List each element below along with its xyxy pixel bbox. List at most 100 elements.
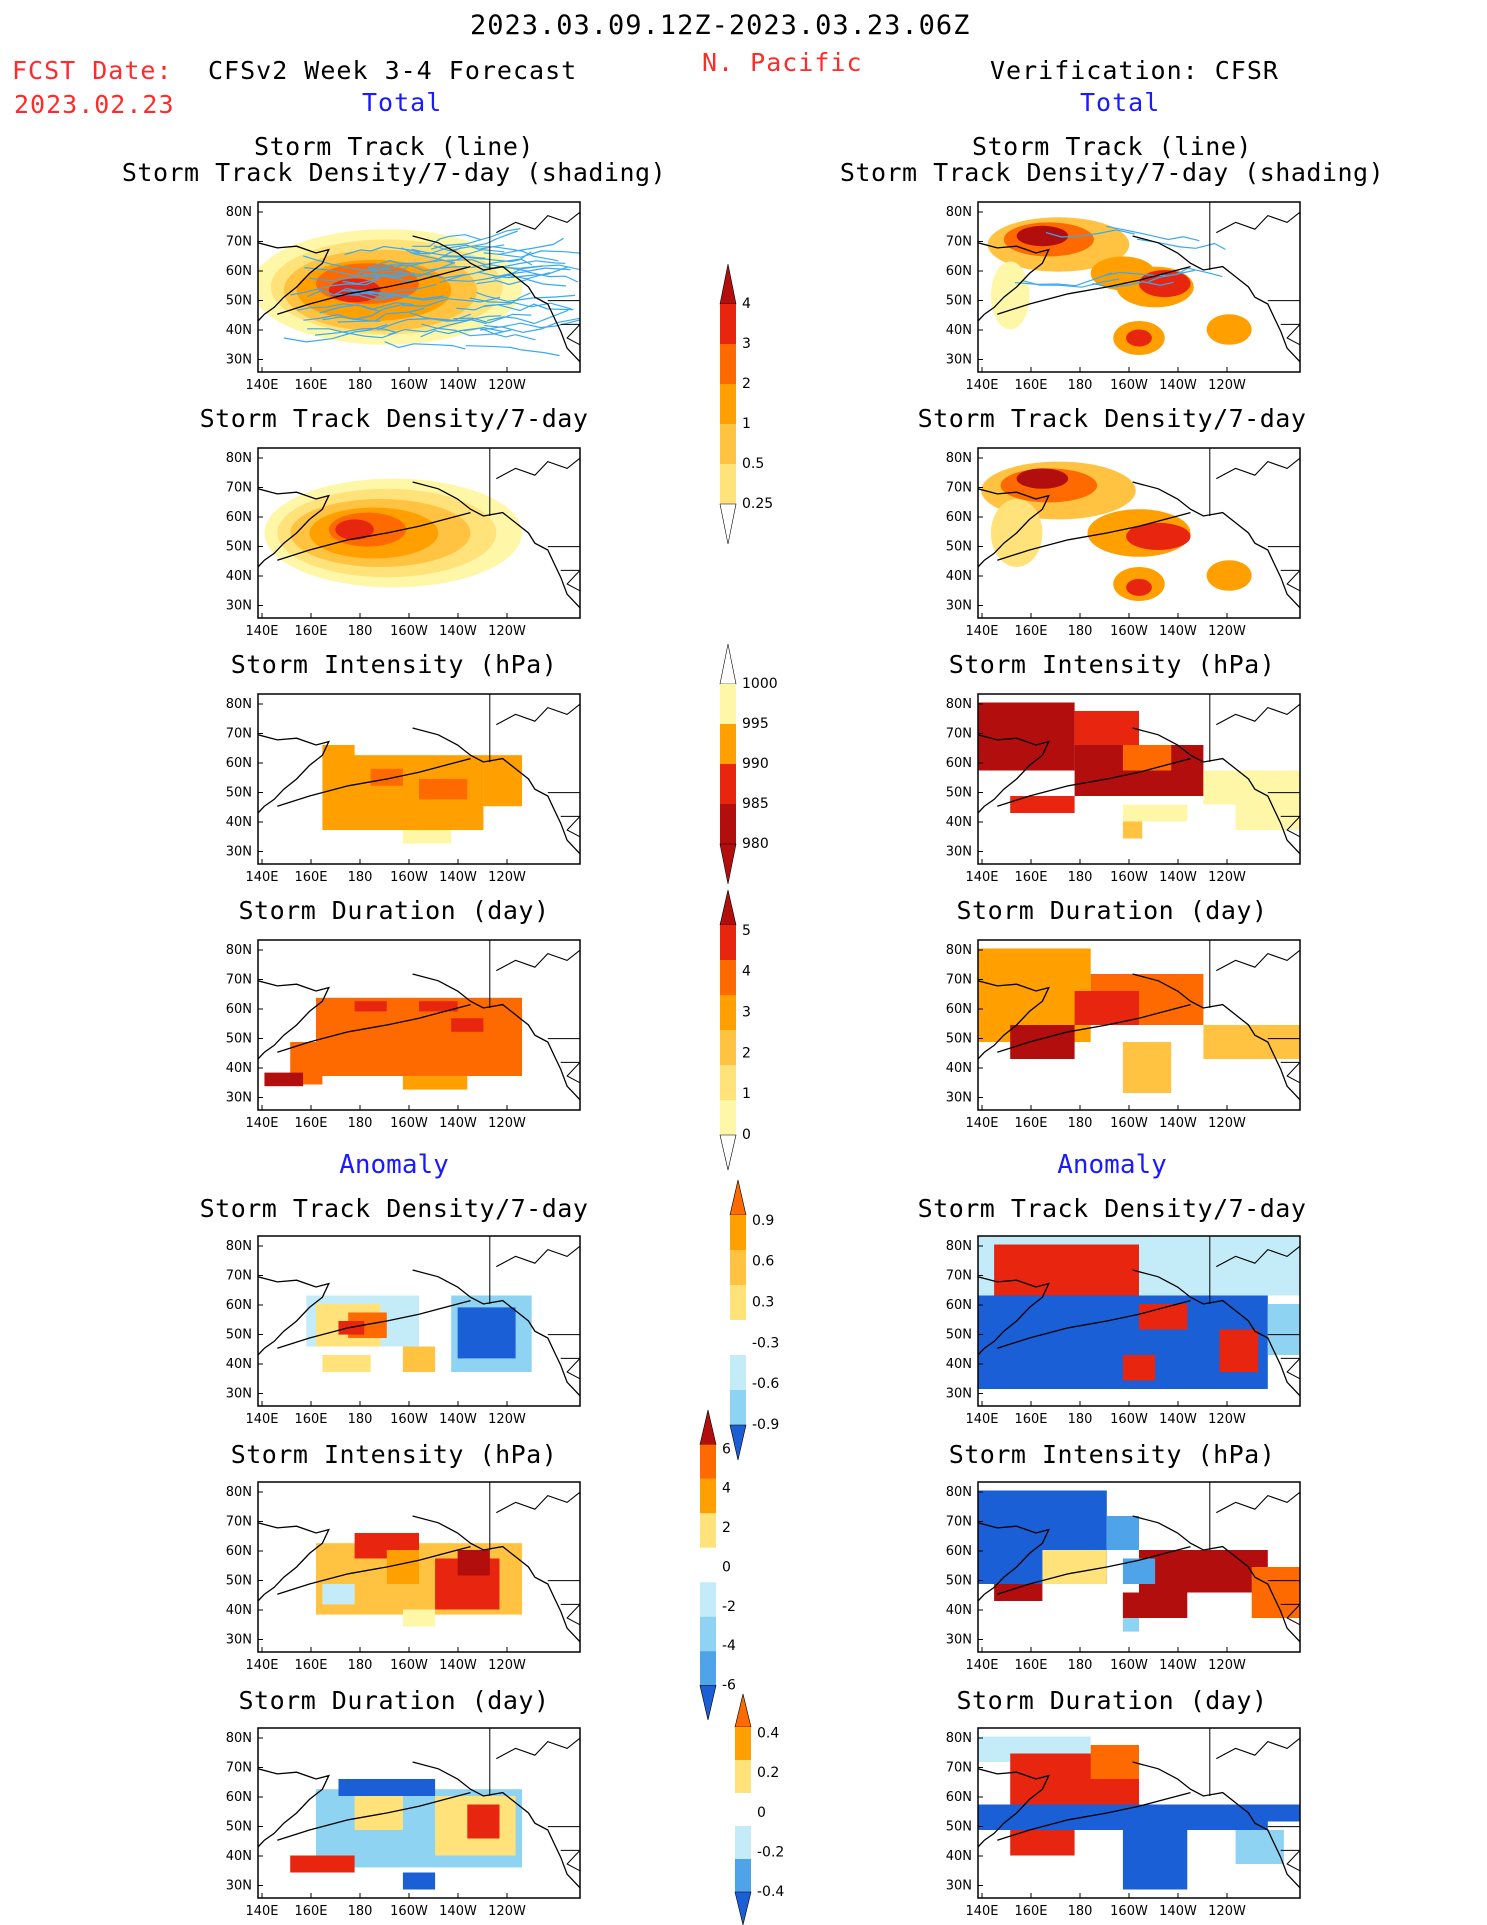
lon-label: 120W: [1208, 1904, 1246, 1919]
lon-label: 140E: [245, 1904, 278, 1919]
colorbar-cell: [720, 1030, 736, 1065]
coastline-aleutians: [997, 265, 1191, 315]
state-lines: [560, 569, 580, 592]
coastline-aleutians: [997, 1299, 1191, 1349]
colorbar-cell: [700, 1444, 716, 1479]
lat-label: 80N: [946, 943, 972, 958]
title-anom-density-left: Storm Track Density/7-day: [199, 1194, 589, 1223]
shading-cell: [1122, 1592, 1188, 1618]
lon-label: 140W: [439, 624, 477, 639]
total-left-label: Total: [362, 88, 443, 117]
map-panel-r3-c0: 80N 70N 60N 50N 40N 30N 140E 160E 180 160W 140W 120…: [226, 939, 581, 1131]
coastline-arctic: [496, 949, 580, 972]
coastline-arctic: [1216, 949, 1300, 972]
lat-label: 70N: [946, 1761, 972, 1776]
map-field: [258, 1482, 580, 1643]
coastline-asia: [978, 1522, 1050, 1602]
coastline-aleutians: [277, 1003, 471, 1053]
shading-cell: [1074, 991, 1139, 1025]
lon-label: 120W: [1208, 1658, 1246, 1673]
storm-track-line: [304, 264, 404, 277]
lon-label: 140E: [965, 1658, 998, 1673]
colorbar-label: 985: [742, 796, 769, 812]
storm-track-line: [447, 272, 551, 282]
shading-cell: [978, 702, 1075, 771]
storm-track-line: [341, 290, 411, 299]
map-panel-r3-c1: 80N 70N 60N 50N 40N 30N 140E 160E 180 160W 140W 120…: [946, 939, 1301, 1131]
lat-label: 70N: [226, 1269, 252, 1284]
lat-label: 50N: [946, 1328, 972, 1343]
lat-label: 70N: [226, 235, 252, 250]
verification-title: Verification: CFSR: [990, 56, 1279, 85]
colorbar-cell: [735, 1793, 751, 1826]
map-frame: [977, 1481, 1301, 1653]
coastline-asia: [258, 1522, 330, 1602]
colorbar-label: 0.5: [742, 456, 764, 472]
shading-cell: [1010, 796, 1075, 813]
storm-track-line: [452, 313, 532, 324]
coastline-arctic: [496, 1737, 580, 1760]
lon-label: 180: [348, 624, 373, 639]
map-field: [258, 448, 580, 609]
lat-label: 30N: [946, 1633, 972, 1648]
shading-cell: [1042, 1550, 1107, 1584]
lat-label: 70N: [226, 973, 252, 988]
coastline-aleutians: [277, 757, 471, 807]
coastline-asia: [258, 1276, 330, 1356]
lat-label: 40N: [226, 1849, 252, 1864]
lat-label: 50N: [946, 1820, 972, 1835]
colorbar-cell: [700, 1582, 716, 1617]
lat-label: 30N: [226, 1633, 252, 1648]
lat-label: 80N: [946, 1731, 972, 1746]
lon-label: 140E: [965, 378, 998, 393]
colorbar-label: -2: [722, 1599, 736, 1615]
shading-cell: [322, 745, 355, 759]
lon-label: 120W: [1208, 378, 1246, 393]
coastline-alaska: [412, 727, 580, 855]
colorbar-cell: [720, 1100, 736, 1135]
coastline-alaska: [1132, 481, 1300, 609]
colorbar-cell: [730, 1355, 746, 1390]
colorbar-cell: [735, 1760, 751, 1793]
map-panel-r4-c1: 80N 70N 60N 50N 40N 30N 140E 160E 180 160W 140W 120…: [946, 1235, 1301, 1427]
shading-cell: [1122, 821, 1143, 839]
shading-cell: [1235, 1830, 1284, 1864]
colorbar-label: -4: [722, 1638, 736, 1654]
colorbar-label: 0.25: [742, 496, 773, 512]
title-track-shading-left: Storm Track Density/7-day (shading): [121, 158, 667, 187]
lat-label: 30N: [946, 353, 972, 368]
title-anom-intensity-right: Storm Intensity (hPa): [948, 1440, 1276, 1469]
storm-track-line: [476, 292, 576, 303]
lat-label: 70N: [946, 973, 972, 988]
lat-label: 60N: [946, 1002, 972, 1017]
lat-label: 60N: [946, 510, 972, 525]
lat-label: 60N: [226, 756, 252, 771]
storm-track-line: [421, 323, 512, 337]
title-track-shading-right: Storm Track Density/7-day (shading): [839, 158, 1385, 187]
storm-track-line: [470, 263, 571, 272]
lat-label: 30N: [946, 1091, 972, 1106]
coastline-arctic: [496, 1245, 580, 1268]
colorbar-label: 4: [722, 1481, 731, 1497]
lon-label: 140E: [245, 378, 278, 393]
lon-label: 160W: [390, 870, 428, 885]
lat-label: 80N: [226, 1485, 252, 1500]
state-lines: [1280, 569, 1300, 592]
coastline-aleutians: [997, 757, 1191, 807]
lon-label: 160W: [390, 1904, 428, 1919]
title-duration-left: Storm Duration (day): [238, 896, 550, 925]
lon-label: 160W: [390, 1658, 428, 1673]
storm-track-line: [322, 303, 405, 321]
lat-label: 70N: [946, 235, 972, 250]
lon-label: 120W: [1208, 870, 1246, 885]
colorbar-cell: [735, 1727, 751, 1760]
coastline-alaska: [412, 1761, 580, 1889]
coastline-aleutians: [997, 1545, 1191, 1595]
coastline-aleutians: [277, 265, 471, 315]
coastline-asia: [978, 488, 1050, 568]
lat-label: 50N: [946, 1574, 972, 1589]
colorbar-cell: [720, 764, 736, 804]
state-lines: [560, 1603, 580, 1626]
lat-label: 60N: [226, 1298, 252, 1313]
lon-label: 180: [348, 1904, 373, 1919]
